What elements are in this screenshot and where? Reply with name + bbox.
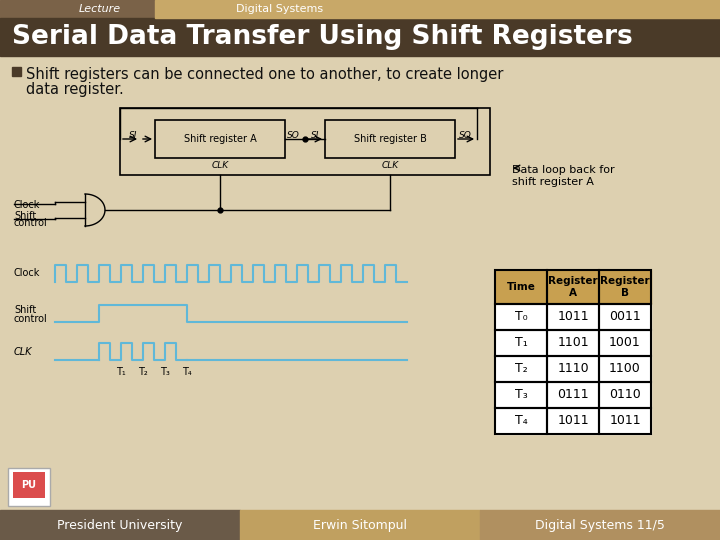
Text: Time: Time (507, 282, 536, 292)
Text: Shift: Shift (14, 211, 36, 221)
Bar (547, 356, 599, 382)
Bar (495, 304, 547, 330)
Text: Clock: Clock (14, 268, 40, 278)
Text: Register
B: Register B (600, 276, 650, 298)
Bar (495, 330, 547, 356)
Text: 1011: 1011 (557, 415, 589, 428)
Text: PU: PU (22, 480, 37, 490)
Text: Digital Systems: Digital Systems (236, 4, 323, 14)
Bar (547, 382, 599, 408)
Text: Lecture: Lecture (79, 4, 121, 14)
Text: 1011: 1011 (557, 310, 589, 323)
Text: Shift: Shift (14, 305, 36, 315)
Bar (480, 510, 720, 540)
Bar (495, 356, 547, 382)
Bar (155, 0, 720, 18)
Bar (599, 408, 651, 434)
Text: Shift register A: Shift register A (184, 134, 256, 144)
Text: Serial Data Transfer Using Shift Registers: Serial Data Transfer Using Shift Registe… (12, 24, 633, 50)
Text: 1100: 1100 (609, 362, 641, 375)
Bar (547, 304, 599, 330)
Text: T₂: T₂ (138, 367, 148, 377)
Bar (599, 270, 651, 304)
Text: data register.: data register. (26, 82, 124, 97)
Text: CLK: CLK (14, 347, 32, 357)
Text: CLK: CLK (212, 161, 228, 171)
Bar (547, 382, 599, 408)
Bar (599, 408, 651, 434)
Bar (599, 270, 651, 304)
Text: T₁: T₁ (116, 367, 126, 377)
Bar (12, 67, 21, 76)
Text: T₄: T₄ (515, 415, 527, 428)
Bar (547, 408, 599, 434)
Bar (495, 330, 547, 356)
Bar (0, 18, 720, 56)
Text: T₂: T₂ (515, 362, 527, 375)
Bar (495, 408, 547, 434)
Text: Clock: Clock (14, 200, 40, 210)
Text: T₃: T₃ (515, 388, 527, 402)
Text: 1011: 1011 (609, 415, 641, 428)
Bar (599, 382, 651, 408)
Bar (0, 0, 720, 18)
Text: Erwin Sitompul: Erwin Sitompul (313, 518, 407, 531)
Bar (547, 270, 599, 304)
Text: 0111: 0111 (557, 388, 589, 402)
Text: Shift registers can be connected one to another, to create longer: Shift registers can be connected one to … (26, 67, 503, 82)
Bar (599, 330, 651, 356)
Bar (495, 408, 547, 434)
Bar (599, 304, 651, 330)
Text: T₃: T₃ (160, 367, 170, 377)
Bar (599, 356, 651, 382)
Bar (155, 120, 285, 158)
Bar (120, 108, 490, 175)
Bar (495, 270, 547, 304)
Text: T₁: T₁ (515, 336, 527, 349)
Bar (0, 56, 720, 514)
Text: 1110: 1110 (557, 362, 589, 375)
Bar (599, 330, 651, 356)
Text: control: control (14, 218, 48, 228)
Text: President University: President University (58, 518, 183, 531)
Text: SO: SO (287, 131, 300, 139)
Bar (547, 270, 599, 304)
Bar (599, 382, 651, 408)
Text: control: control (14, 314, 48, 324)
Bar (547, 304, 599, 330)
Bar (495, 356, 547, 382)
Text: 0011: 0011 (609, 310, 641, 323)
Text: Data loop back for
shift register A: Data loop back for shift register A (512, 165, 615, 187)
Text: Shift register B: Shift register B (354, 134, 426, 144)
Text: SI: SI (129, 131, 138, 139)
Text: CLK: CLK (382, 161, 399, 171)
Bar (325, 120, 455, 158)
Bar (8, 468, 50, 506)
Bar (547, 330, 599, 356)
Bar (547, 356, 599, 382)
Bar (0, 510, 240, 540)
Text: 1001: 1001 (609, 336, 641, 349)
Bar (599, 356, 651, 382)
Bar (495, 304, 547, 330)
Text: T₀: T₀ (515, 310, 527, 323)
Bar (599, 304, 651, 330)
Text: 1101: 1101 (557, 336, 589, 349)
Bar (13, 472, 45, 498)
Bar (495, 270, 547, 304)
Text: T₄: T₄ (182, 367, 192, 377)
Bar (495, 382, 547, 408)
Bar (547, 408, 599, 434)
Text: 0110: 0110 (609, 388, 641, 402)
Text: SI: SI (311, 131, 319, 139)
Text: Register
A: Register A (548, 276, 598, 298)
Text: Digital Systems 11/5: Digital Systems 11/5 (535, 518, 665, 531)
Bar (240, 510, 480, 540)
Bar (547, 330, 599, 356)
Text: SO: SO (459, 131, 472, 139)
Bar (495, 382, 547, 408)
